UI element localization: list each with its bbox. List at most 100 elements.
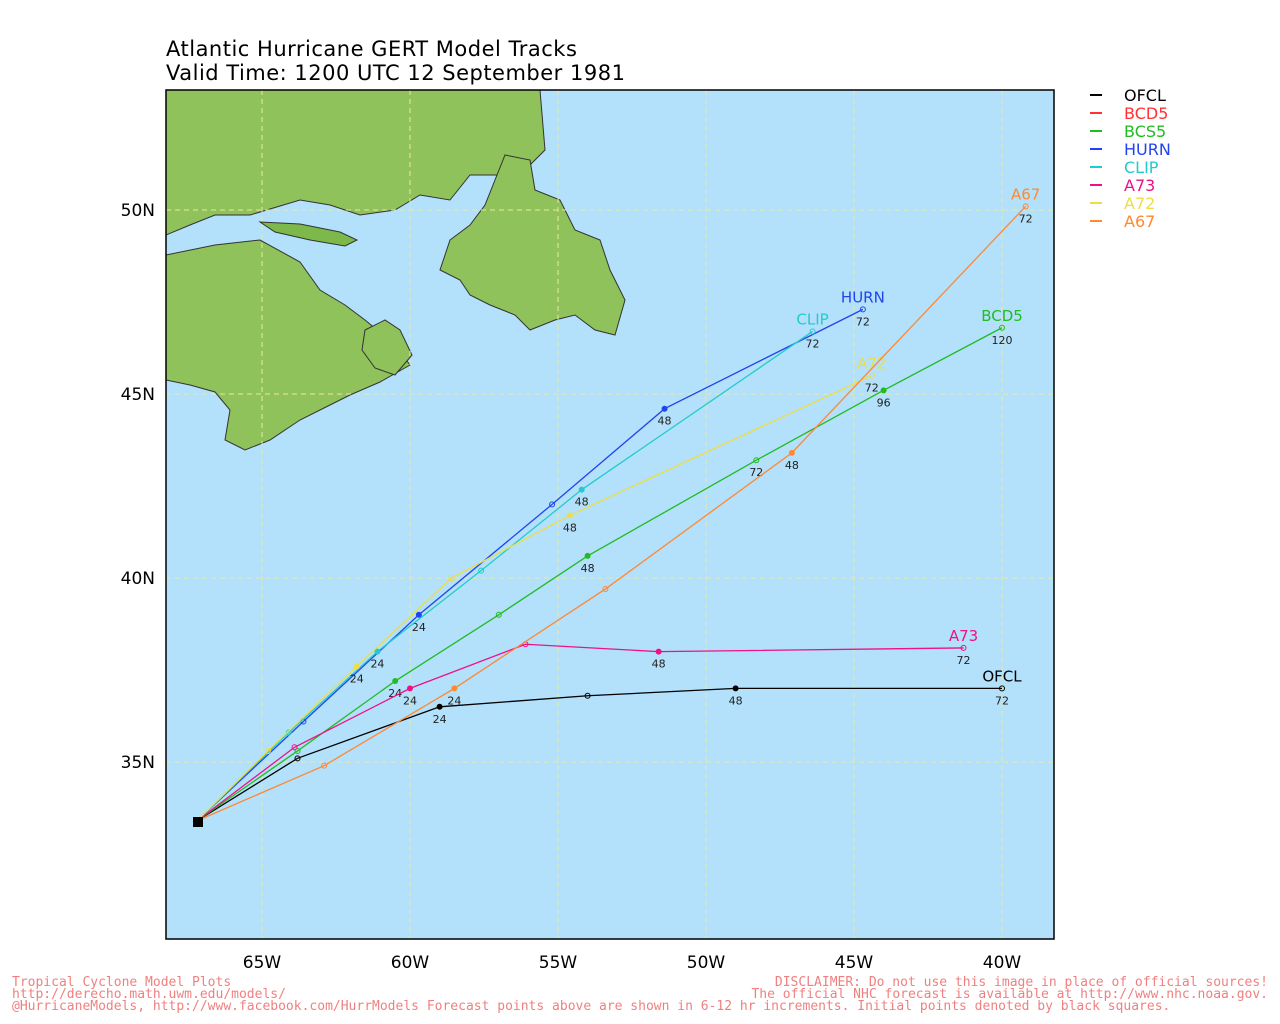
- footer-disclaimer-line-1: DISCLAIMER: Do not use this image in pla…: [774, 975, 1268, 990]
- legend-item: CLIP: [1090, 157, 1171, 177]
- forecast-hour-label: 24: [412, 621, 426, 634]
- legend-item: A67: [1090, 212, 1171, 231]
- ocean-background: [166, 90, 1054, 939]
- footer-credit-title: Tropical Cyclone Model Plots: [12, 975, 232, 990]
- land-mainland: [166, 90, 546, 236]
- track-line-ofcl: [196, 687, 1002, 822]
- legend-label: A73: [1124, 175, 1156, 195]
- x-tick-label: 60W: [391, 953, 430, 973]
- track-end-label: A73: [949, 627, 978, 645]
- legend-item: A72: [1090, 193, 1171, 213]
- track-end-label: CLIP: [796, 310, 828, 328]
- track-point: [294, 755, 301, 762]
- chart-title-line-2: Valid Time: 1200 UTC 12 September 1981: [166, 61, 626, 85]
- forecast-hour-label: 24: [447, 694, 461, 707]
- legend-item: BCD5: [1090, 103, 1171, 123]
- track-point: [584, 692, 591, 699]
- legend-item: HURN: [1090, 140, 1171, 159]
- track-line-clip: [196, 330, 813, 822]
- track-point: [584, 552, 591, 559]
- map-grid: [166, 90, 1054, 939]
- track-point: [451, 685, 458, 692]
- legend-swatch: [1090, 220, 1102, 222]
- forecast-hour-label: 48: [581, 562, 595, 575]
- forecast-hour-label: 72: [865, 382, 879, 395]
- land-newfoundland: [439, 154, 626, 336]
- track-point: [809, 328, 816, 335]
- track-point: [566, 512, 573, 519]
- footer-disclaimer: DISCLAIMER: Do not use this image in pla…: [751, 975, 1268, 1002]
- legend: OFCL BCD5 BCS5 HURN CLIP A73 A72 A67: [1090, 86, 1171, 231]
- legend-label: BCD5: [1124, 103, 1169, 123]
- track-point: [353, 663, 360, 670]
- y-tick-label: 35N: [121, 753, 155, 773]
- track-end-label: A67: [1011, 185, 1040, 203]
- track-point: [415, 611, 422, 618]
- track-point: [960, 644, 967, 651]
- legend-swatch: [1090, 130, 1102, 132]
- track-point: [478, 567, 485, 574]
- track-line-bcs5: [196, 327, 1003, 822]
- track-point: [788, 449, 795, 456]
- track-end-label: OFCL: [982, 667, 1022, 685]
- forecast-hour-label: 24: [350, 672, 364, 685]
- legend-label: A72: [1124, 193, 1156, 213]
- track-point: [407, 685, 413, 692]
- track-point: [448, 575, 455, 581]
- y-tick-label: 45N: [121, 385, 155, 405]
- forecast-hour-label: 48: [729, 694, 743, 707]
- x-tick-label: 50W: [687, 953, 726, 973]
- forecast-hour-label: 24: [370, 658, 384, 671]
- legend-swatch: [1090, 184, 1102, 186]
- track-point: [294, 747, 301, 754]
- x-tick-label: 45W: [835, 953, 874, 973]
- legend-item: A73: [1090, 175, 1171, 195]
- track-point: [661, 405, 668, 412]
- forecast-hour-label: 72: [806, 337, 820, 350]
- forecast-hour-label: 48: [652, 658, 666, 671]
- legend-swatch: [1090, 148, 1102, 150]
- track-point: [264, 747, 271, 754]
- forecast-hour-label: 24: [433, 713, 447, 726]
- track-line-a67: [196, 205, 1027, 822]
- track-point: [868, 372, 875, 379]
- track-point: [374, 648, 381, 655]
- track-point: [285, 729, 292, 736]
- legend-item: BCS5: [1090, 121, 1171, 141]
- forecast-hour-label: 48: [658, 415, 672, 428]
- forecast-hour-label: 48: [785, 459, 799, 472]
- track-point: [602, 586, 609, 593]
- track-point: [495, 611, 502, 618]
- track-point: [436, 703, 443, 710]
- forecast-hour-label: 48: [563, 521, 577, 534]
- track-point: [655, 648, 662, 655]
- track-end-label: HURN: [841, 288, 885, 306]
- track-point: [549, 501, 556, 508]
- x-tick-label: 55W: [539, 953, 578, 973]
- legend-swatch: [1090, 112, 1102, 114]
- land-anticosti: [258, 221, 359, 247]
- x-tick-label: 40W: [983, 953, 1022, 973]
- forecast-hour-label: 48: [575, 496, 589, 509]
- track-point: [392, 678, 399, 685]
- forecast-hour-label: 72: [995, 694, 1009, 707]
- legend-swatch: [1090, 94, 1102, 96]
- track-point: [999, 685, 1005, 692]
- track-end-label: BCD5: [981, 307, 1023, 325]
- land-cape-breton: [361, 319, 413, 376]
- plot-frame: [165, 89, 1055, 940]
- track-point: [578, 486, 585, 493]
- footer-credit-url[interactable]: http://derecho.math.uwm.edu/models/: [12, 987, 286, 1002]
- track-line-a72: [196, 375, 873, 822]
- footer-disclaimer-line-2: The official NHC forecast is available a…: [751, 987, 1268, 1002]
- land-maritimes: [166, 239, 411, 451]
- legend-swatch: [1090, 166, 1102, 168]
- track-point: [321, 762, 328, 769]
- y-tick-label: 40N: [121, 569, 155, 589]
- legend-label: BCS5: [1124, 121, 1167, 141]
- forecast-hour-label: 72: [957, 654, 971, 667]
- legend-label: CLIP: [1124, 157, 1159, 177]
- x-tick-label: 65W: [243, 953, 282, 973]
